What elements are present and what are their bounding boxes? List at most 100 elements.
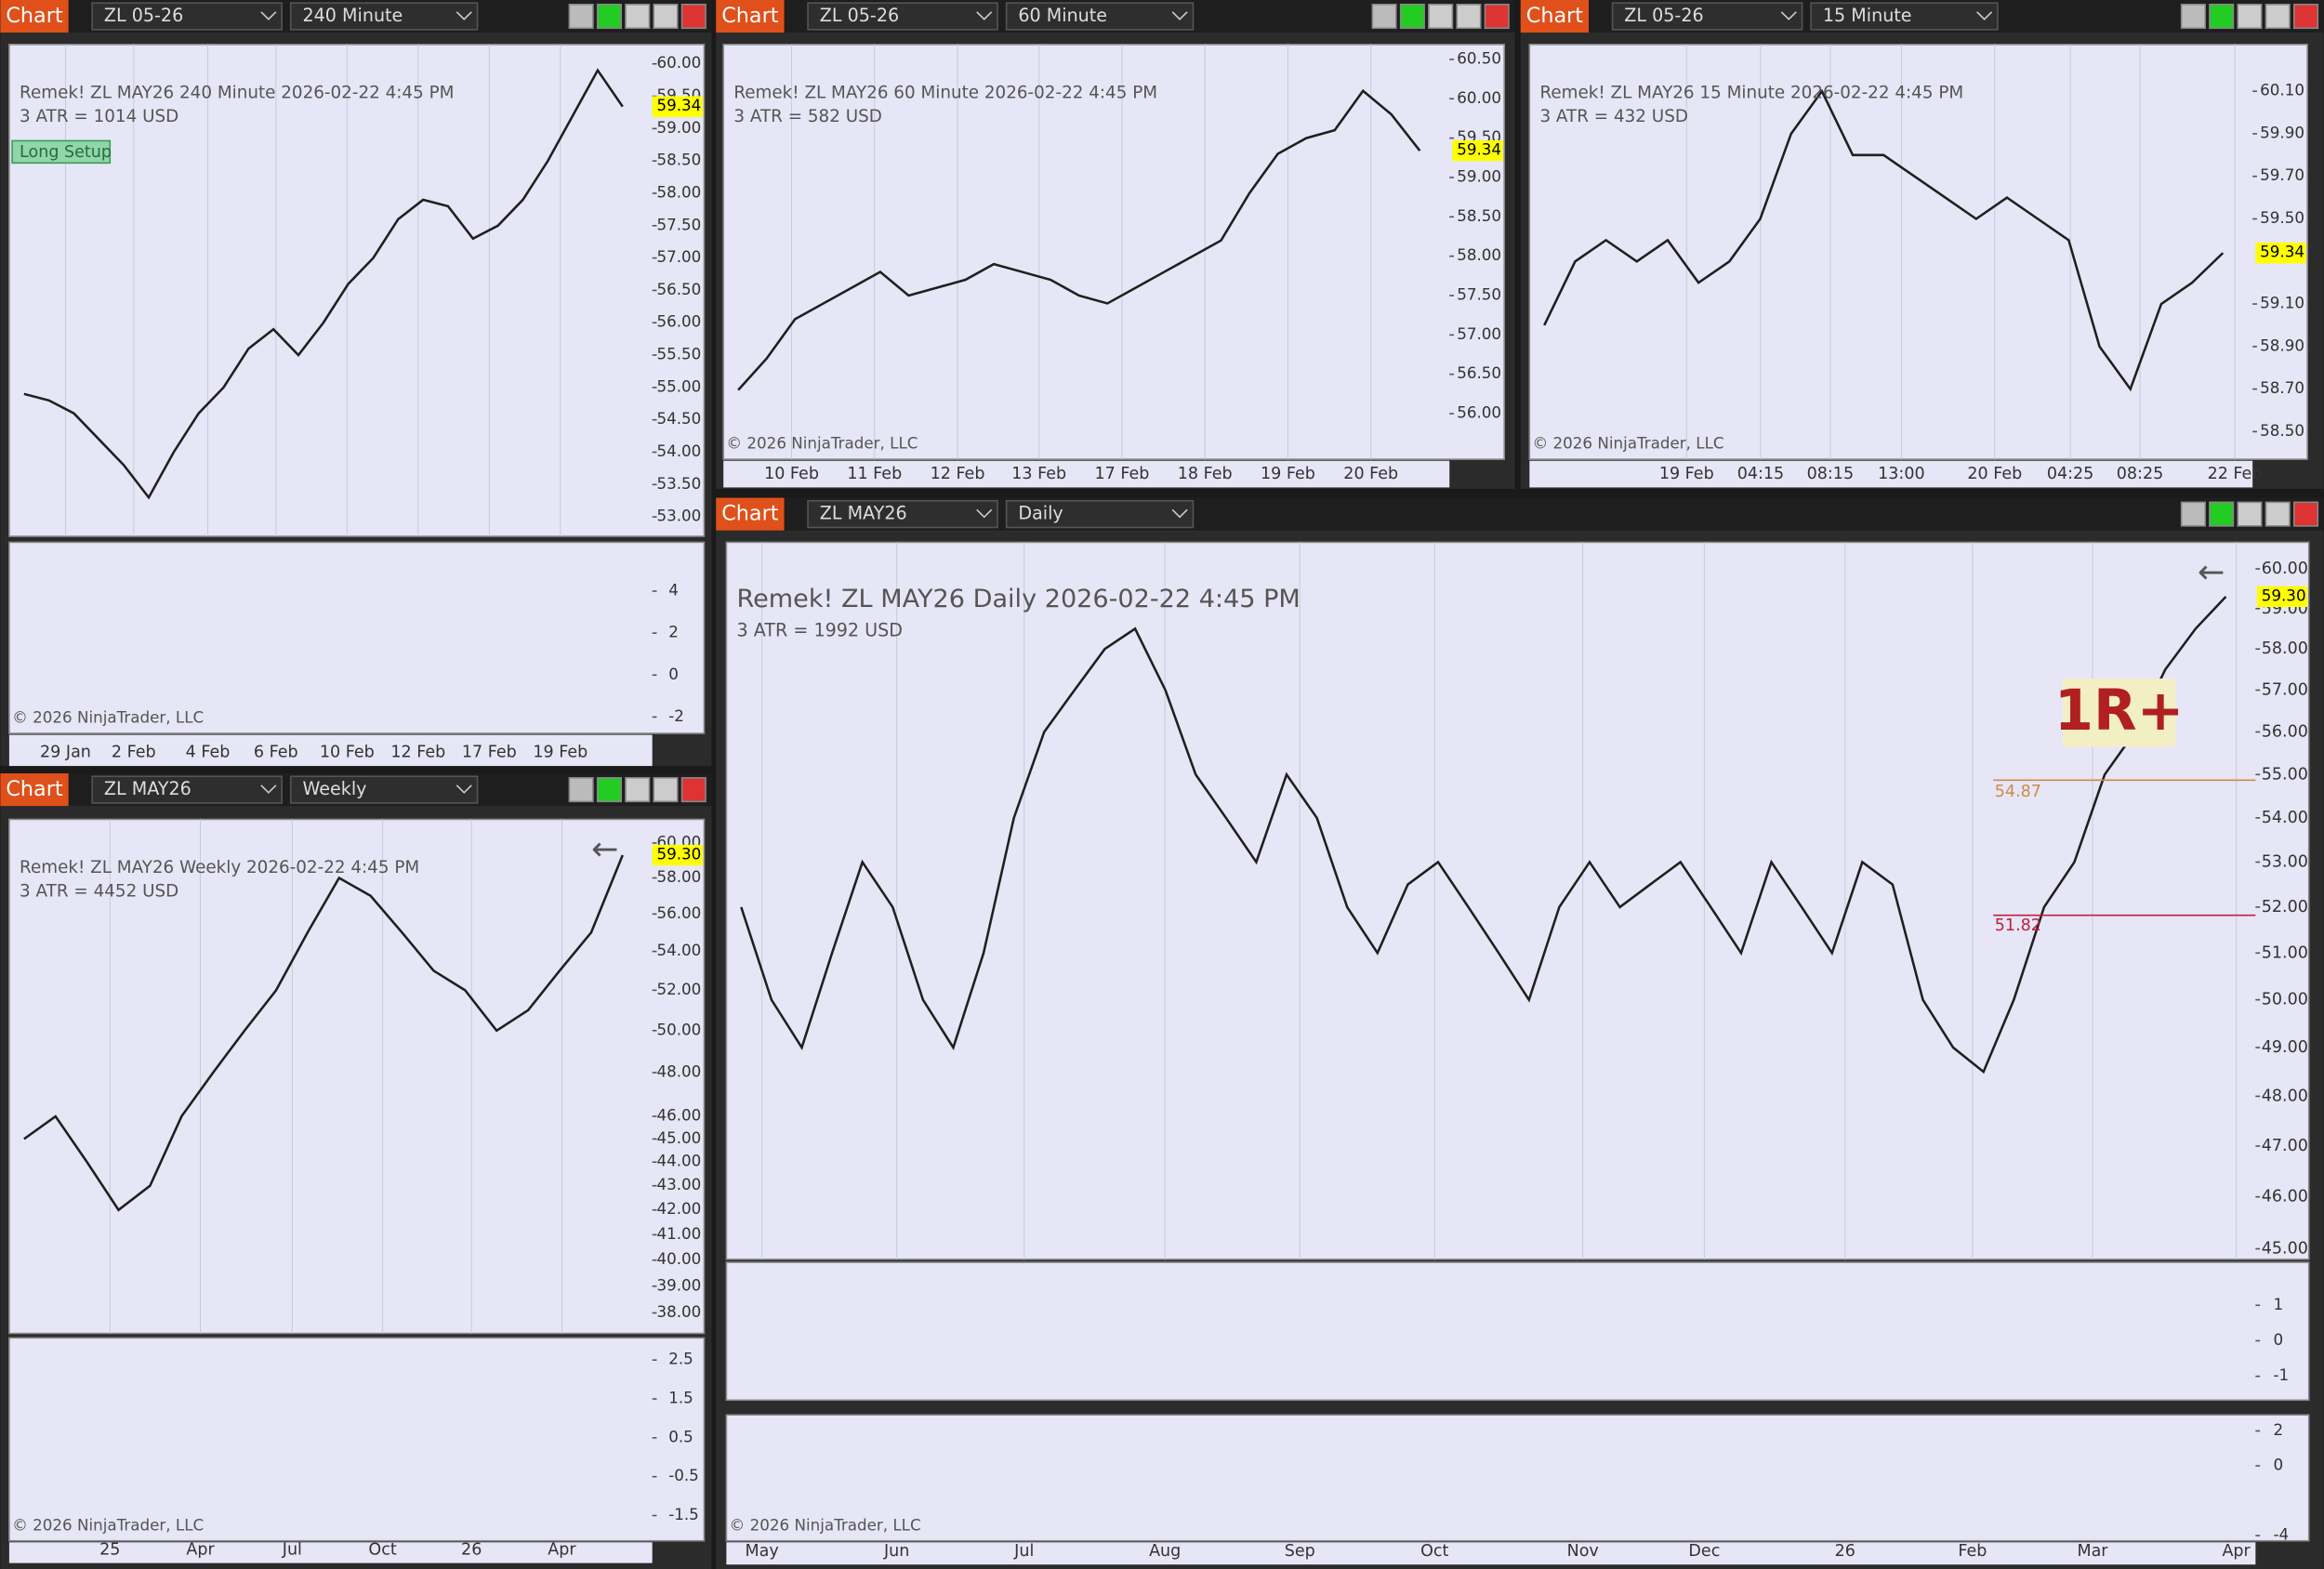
chart-tab-label: Chart xyxy=(6,777,63,801)
atr-label: 3 ATR = 4452 USD xyxy=(20,882,178,902)
dropdown-arrow xyxy=(976,508,993,519)
window-button[interactable] xyxy=(568,777,594,803)
window-button[interactable] xyxy=(596,3,623,30)
instrument-dropdown[interactable] xyxy=(91,2,283,31)
window-button[interactable] xyxy=(2209,3,2235,30)
time-label: 2 Feb xyxy=(112,744,156,762)
chart-tab[interactable] xyxy=(1520,0,1590,33)
price-tick-label: 56.00 xyxy=(656,312,701,331)
window-button[interactable] xyxy=(568,3,594,30)
price-tick-label: 53.00 xyxy=(656,507,701,525)
copyright: © 2026 NinjaTrader, LLC xyxy=(12,708,204,727)
time-label: 13:00 xyxy=(1878,465,1924,483)
chart-tab[interactable] xyxy=(0,0,69,33)
indicator-pane xyxy=(725,1414,2310,1542)
price-tick-label: 58.00 xyxy=(1457,245,1501,264)
period-dropdown[interactable] xyxy=(1005,499,1195,529)
time-label: 04:15 xyxy=(1737,465,1784,483)
window-button[interactable] xyxy=(653,777,679,803)
last-price-box xyxy=(1452,139,1503,162)
dropdown-arrow xyxy=(456,784,472,794)
instrument-dropdown[interactable] xyxy=(91,775,283,804)
window-button[interactable] xyxy=(2209,501,2235,527)
price-tick-label: 58.00 xyxy=(656,867,701,886)
price-tick-label: 51.00 xyxy=(2262,943,2308,962)
atr-label: 3 ATR = 582 USD xyxy=(733,107,882,126)
time-label: 26 xyxy=(461,1540,482,1559)
indicator-tick-label: 1.5 xyxy=(668,1389,693,1407)
price-tick-label: 52.00 xyxy=(656,980,701,998)
time-label: 19 Feb xyxy=(533,744,588,762)
back-arrow[interactable]: ← xyxy=(591,830,618,868)
period-dropdown[interactable] xyxy=(1005,2,1195,31)
time-label: 6 Feb xyxy=(254,744,298,762)
period-label: Weekly xyxy=(303,778,367,799)
window-button[interactable] xyxy=(2292,501,2319,527)
indicator-tick-label: 0.5 xyxy=(668,1427,693,1445)
window-button[interactable] xyxy=(2237,3,2263,30)
level-label: 51.82 xyxy=(1995,916,2041,935)
chart-tab[interactable] xyxy=(716,0,785,33)
price-tick-label: 55.00 xyxy=(656,376,701,395)
price-tick-label: 54.00 xyxy=(656,442,701,460)
time-label: 20 Feb xyxy=(1967,465,2022,483)
window-button[interactable] xyxy=(1371,3,1397,30)
window-button[interactable] xyxy=(680,777,706,803)
price-tick-label: 45.00 xyxy=(656,1128,701,1147)
time-label: 20 Feb xyxy=(1343,465,1398,483)
window-button[interactable] xyxy=(625,3,651,30)
chart-tab[interactable] xyxy=(716,497,785,531)
indicator-pane xyxy=(8,1337,706,1542)
price-tick-label: 58.90 xyxy=(2260,336,2304,354)
price-pane xyxy=(725,541,2310,1260)
time-axis xyxy=(8,734,653,767)
window-button[interactable] xyxy=(1399,3,1425,30)
instrument-dropdown[interactable] xyxy=(1611,2,1803,31)
window-button[interactable] xyxy=(1484,3,1510,30)
chart-title: Remek! ZL MAY26 Daily 2026-02-22 4:45 PM xyxy=(737,585,1301,613)
price-tick-label: 57.00 xyxy=(2262,680,2308,699)
period-dropdown[interactable] xyxy=(1810,2,1999,31)
price-tick-label: 57.00 xyxy=(1457,324,1501,343)
time-axis xyxy=(726,1542,2256,1565)
time-label: Jun xyxy=(883,1542,909,1561)
back-arrow[interactable]: ← xyxy=(2198,553,2225,591)
period-dropdown[interactable] xyxy=(289,2,479,31)
time-label: Oct xyxy=(368,1540,396,1559)
price-tick-label: 58.50 xyxy=(656,151,701,169)
window-button[interactable] xyxy=(2265,3,2291,30)
price-tick-label: 59.10 xyxy=(2260,294,2304,312)
window-button[interactable] xyxy=(1456,3,1482,30)
window-button[interactable] xyxy=(2237,501,2263,527)
setup-badge-label: Long Setup xyxy=(20,143,112,162)
time-label: 17 Feb xyxy=(462,744,517,762)
indicator-tick-label: -4 xyxy=(2273,1525,2289,1544)
instrument-dropdown[interactable] xyxy=(807,499,998,529)
time-label: 19 Feb xyxy=(1261,465,1315,483)
window-button[interactable] xyxy=(1428,3,1454,30)
chart-title: Remek! ZL MAY26 Weekly 2026-02-22 4:45 P… xyxy=(20,858,419,877)
window-button[interactable] xyxy=(2292,3,2319,30)
window-button[interactable] xyxy=(2265,501,2291,527)
price-tick-label: 46.00 xyxy=(656,1106,701,1125)
window-button[interactable] xyxy=(2180,501,2206,527)
time-label: 04:25 xyxy=(2047,465,2093,483)
chart-tab[interactable] xyxy=(0,773,69,807)
chart-tab-label: Chart xyxy=(721,4,779,28)
price-tick-label: 56.00 xyxy=(2262,722,2308,741)
instrument-dropdown[interactable] xyxy=(807,2,998,31)
window-button[interactable] xyxy=(625,777,651,803)
window-button[interactable] xyxy=(2180,3,2206,30)
dropdown-arrow xyxy=(1171,508,1188,519)
window-button[interactable] xyxy=(653,3,679,30)
window-button[interactable] xyxy=(596,777,623,803)
price-tick-label: 48.00 xyxy=(656,1061,701,1080)
time-label: Apr xyxy=(548,1540,576,1559)
period-dropdown[interactable] xyxy=(289,775,479,804)
price-pane xyxy=(8,818,706,1335)
price-tick-label: 52.00 xyxy=(2262,898,2308,916)
indicator-tick-label: 4 xyxy=(668,580,679,599)
price-tick-label: 44.00 xyxy=(656,1152,701,1170)
window-button[interactable] xyxy=(680,3,706,30)
price-tick-label: 59.90 xyxy=(2260,123,2304,141)
